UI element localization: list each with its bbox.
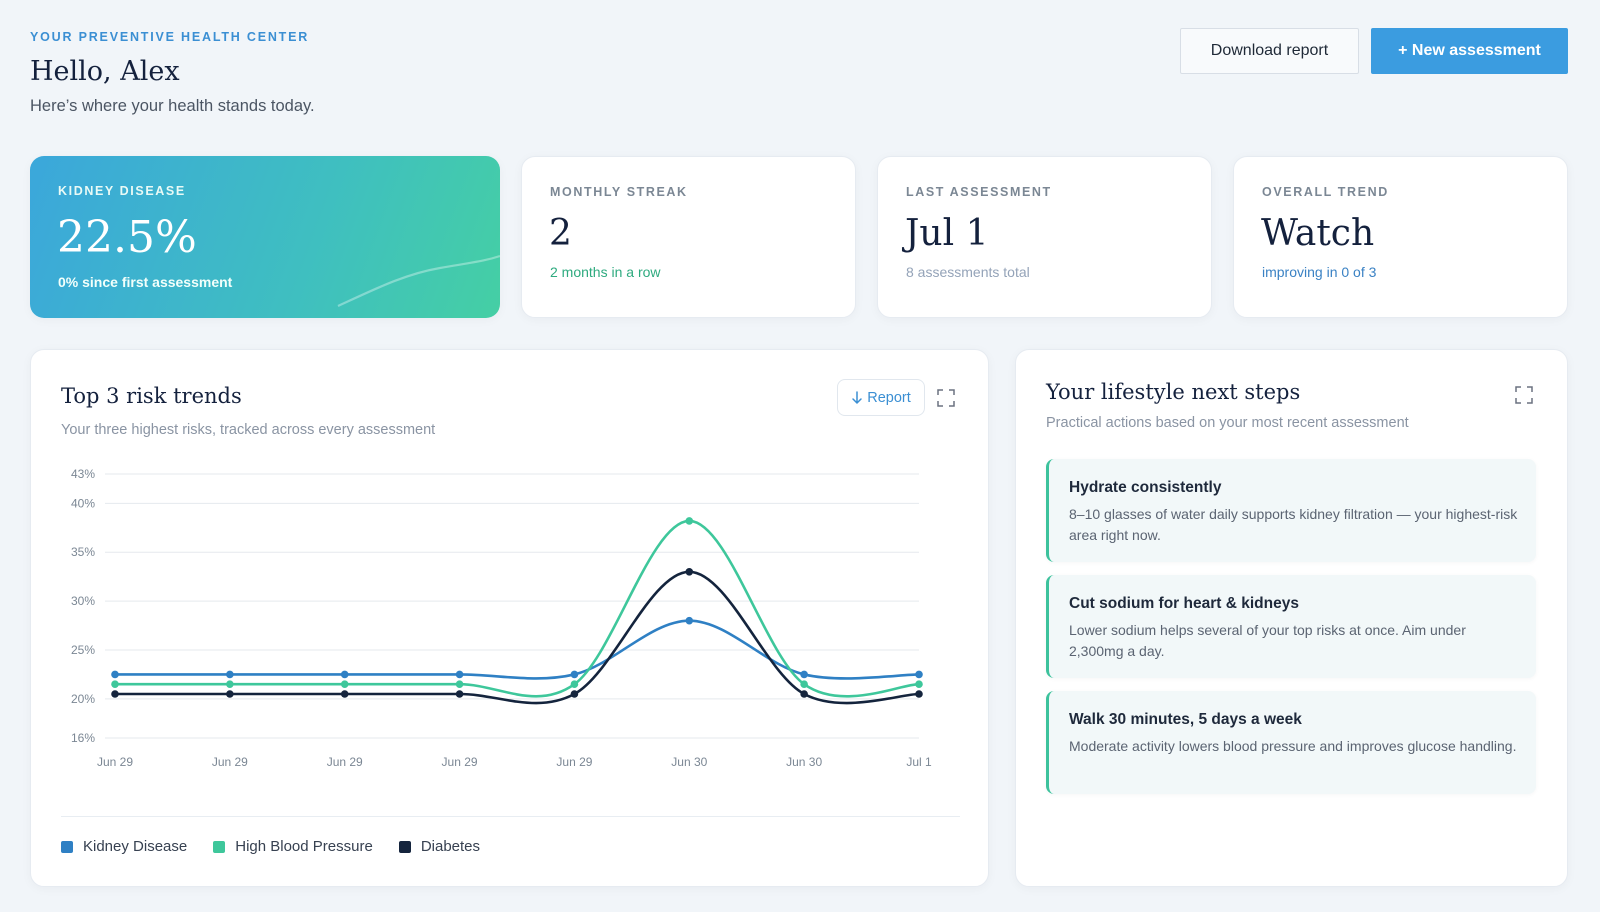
stat-label: MONTHLY STREAK xyxy=(550,185,688,199)
data-point-high-blood-pressure xyxy=(570,680,579,689)
series-line-high-blood-pressure xyxy=(115,519,920,698)
x-tick-label: Jul 1 xyxy=(906,755,932,769)
data-point-high-blood-pressure xyxy=(915,680,923,689)
x-tick-label: Jun 29 xyxy=(327,755,363,769)
y-tick-label: 16% xyxy=(71,731,95,745)
step-description: Moderate activity lowers blood pressure … xyxy=(1069,738,1517,754)
step-description: Lower sodium helps several of your top r… xyxy=(1069,622,1466,659)
panel-subtitle: Your three highest risks, tracked across… xyxy=(61,422,436,438)
data-point-high-blood-pressure xyxy=(685,517,694,525)
data-point-kidney-disease xyxy=(915,670,923,679)
y-tick-label: 20% xyxy=(71,692,95,706)
data-point-kidney-disease xyxy=(800,670,808,679)
data-point-diabetes xyxy=(455,690,464,698)
legend-label: High Blood Pressure xyxy=(235,838,373,855)
data-point-diabetes xyxy=(226,690,234,698)
legend-item-high-blood-pressure[interactable]: High Blood Pressure xyxy=(213,838,373,855)
expand-icon[interactable] xyxy=(937,389,955,407)
step-title: Walk 30 minutes, 5 days a week xyxy=(1069,711,1302,728)
sparkline xyxy=(337,254,500,307)
arrow-down-icon xyxy=(852,390,862,404)
data-point-kidney-disease xyxy=(685,616,694,625)
risk-trends-panel: Top 3 risk trends Your three highest ris… xyxy=(30,349,989,887)
new-assessment-button[interactable]: + New assessment xyxy=(1371,28,1568,74)
data-point-kidney-disease xyxy=(455,670,464,679)
legend-item-kidney-disease[interactable]: Kidney Disease xyxy=(61,838,187,855)
data-point-high-blood-pressure xyxy=(455,680,464,689)
data-point-diabetes xyxy=(111,690,119,698)
panel-subtitle: Practical actions based on your most rec… xyxy=(1046,415,1409,431)
legend-divider xyxy=(61,816,960,817)
chart-legend: Kidney Disease High Blood Pressure Diabe… xyxy=(61,838,480,855)
report-button[interactable]: Report xyxy=(837,379,925,416)
download-report-button[interactable]: Download report xyxy=(1180,28,1359,74)
panel-title: Your lifestyle next steps xyxy=(1046,380,1301,404)
page-eyebrow: YOUR PREVENTIVE HEALTH CENTER xyxy=(30,30,310,44)
data-point-kidney-disease xyxy=(570,670,579,679)
stat-value: Jul 1 xyxy=(905,213,989,254)
page-title: Hello, Alex xyxy=(30,56,180,87)
data-point-kidney-disease xyxy=(226,670,234,679)
data-point-diabetes xyxy=(800,690,808,698)
series-line-diabetes xyxy=(114,570,920,705)
lifestyle-panel: Your lifestyle next steps Practical acti… xyxy=(1015,349,1568,887)
legend-label: Kidney Disease xyxy=(83,838,188,855)
legend-label: Diabetes xyxy=(420,838,481,855)
x-tick-label: Jun 29 xyxy=(212,755,248,769)
x-tick-label: Jun 29 xyxy=(97,755,133,769)
data-point-high-blood-pressure xyxy=(226,680,234,689)
legend-swatch xyxy=(398,840,411,853)
data-point-diabetes xyxy=(915,690,923,698)
x-tick-label: Jun 29 xyxy=(556,755,592,769)
stat-card-overall-trend: OVERALL TREND Watch improving in 0 of 3 xyxy=(1233,156,1568,318)
report-button-label: Report xyxy=(867,389,911,406)
data-point-high-blood-pressure xyxy=(340,680,349,689)
legend-swatch xyxy=(213,840,226,853)
lifestyle-step[interactable]: Hydrate consistently 8–10 glasses of wat… xyxy=(1046,459,1536,562)
stat-subtext: 2 months in a row xyxy=(550,264,661,280)
x-tick-label: Jun 30 xyxy=(786,755,822,769)
expand-icon[interactable] xyxy=(1515,386,1533,404)
stat-subtext: 8 assessments total xyxy=(906,264,1030,280)
data-point-kidney-disease xyxy=(111,670,119,679)
y-tick-label: 35% xyxy=(71,545,95,559)
y-tick-label: 25% xyxy=(71,643,95,657)
step-description: 8–10 glasses of water daily supports kid… xyxy=(1069,506,1518,543)
data-point-diabetes xyxy=(685,567,694,576)
legend-item-diabetes[interactable]: Diabetes xyxy=(398,838,481,855)
panel-title: Top 3 risk trends xyxy=(61,384,242,408)
page-subtitle: Here’s where your health stands today. xyxy=(30,97,315,115)
stat-value: 2 xyxy=(549,213,572,254)
stat-value: Watch xyxy=(1261,213,1375,254)
stat-label: KIDNEY DISEASE xyxy=(58,184,186,198)
x-tick-label: Jun 30 xyxy=(671,755,707,769)
step-title: Cut sodium for heart & kidneys xyxy=(1069,595,1299,612)
x-tick-label: Jun 29 xyxy=(442,755,478,769)
y-tick-label: 43% xyxy=(71,467,95,481)
y-tick-label: 30% xyxy=(71,594,95,608)
y-tick-label: 40% xyxy=(71,496,95,510)
stat-value: 22.5% xyxy=(57,212,197,263)
legend-swatch xyxy=(61,840,73,853)
stat-card-monthly-streak: MONTHLY STREAK 2 2 months in a row xyxy=(521,156,856,318)
data-point-diabetes xyxy=(340,690,349,698)
data-point-high-blood-pressure xyxy=(800,680,808,689)
lifestyle-step[interactable]: Walk 30 minutes, 5 days a week Moderate … xyxy=(1046,691,1536,794)
stat-card-last-assessment: LAST ASSESSMENT Jul 1 8 assessments tota… xyxy=(877,156,1212,318)
stat-subtext: improving in 0 of 3 xyxy=(1262,264,1377,280)
data-point-high-blood-pressure xyxy=(111,680,119,689)
stat-card-kidney-disease: KIDNEY DISEASE 22.5% 0% since first asse… xyxy=(30,156,500,318)
data-point-diabetes xyxy=(570,690,579,698)
data-point-kidney-disease xyxy=(340,670,349,679)
stat-label: OVERALL TREND xyxy=(1262,185,1389,199)
stat-label: LAST ASSESSMENT xyxy=(906,185,1052,199)
step-title: Hydrate consistently xyxy=(1069,479,1222,496)
risk-trend-chart: 16% 20% 25% 30% 35% 40% 43% Jun 29 Jun 29 Jun 29 J… xyxy=(71,467,932,769)
stat-subtext: 0% since first assessment xyxy=(58,274,233,290)
lifestyle-step[interactable]: Cut sodium for heart & kidneys Lower sod… xyxy=(1046,575,1536,678)
